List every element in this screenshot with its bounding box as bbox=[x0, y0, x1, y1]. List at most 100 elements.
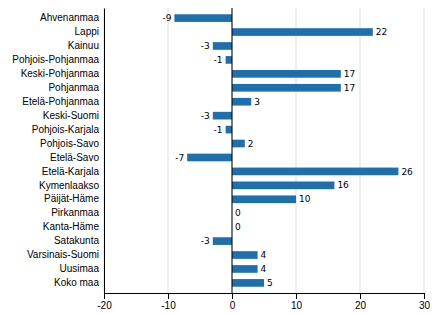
y-tick-label: Kymenlaakso bbox=[39, 180, 99, 191]
data-label: 0 bbox=[235, 208, 241, 218]
y-tick: Päijät-Häme bbox=[44, 193, 99, 204]
y-tick-label: Pirkanmaa bbox=[51, 207, 99, 218]
y-tick-label: Pohjanmaa bbox=[48, 82, 99, 93]
bar bbox=[232, 98, 251, 106]
data-label: -9 bbox=[162, 13, 171, 23]
data-labels: 544-300101626-72-1-331717-1-322-9 bbox=[162, 13, 413, 288]
data-label: -1 bbox=[214, 55, 223, 65]
grid-line bbox=[360, 8, 361, 293]
data-label: -3 bbox=[201, 41, 210, 51]
y-tick: Koko maa bbox=[54, 277, 99, 288]
x-tick-label: -10 bbox=[161, 300, 176, 311]
bar bbox=[213, 237, 232, 245]
bar bbox=[232, 168, 398, 176]
grid bbox=[104, 8, 424, 293]
bar bbox=[232, 140, 245, 148]
y-tick: Kainuu bbox=[68, 40, 99, 51]
data-label: 4 bbox=[261, 264, 267, 274]
y-tick: Pohjois-Savo bbox=[40, 138, 99, 149]
x-axis-line bbox=[105, 294, 425, 300]
grid-line bbox=[104, 8, 105, 293]
y-tick-label: Kanta-Häme bbox=[43, 221, 100, 232]
data-label: -3 bbox=[201, 236, 210, 246]
y-tick-label: Pohjois-Karjala bbox=[32, 124, 100, 135]
y-tick-label: Etelä-Karjala bbox=[42, 166, 100, 177]
y-tick: Keski-Suomi bbox=[43, 110, 99, 121]
x-tick-mark bbox=[360, 293, 361, 299]
y-tick: Pirkanmaa bbox=[51, 207, 99, 218]
y-tick: Ahvenanmaa bbox=[40, 12, 99, 23]
y-tick-label: Keski-Pohjanmaa bbox=[21, 68, 100, 79]
y-tick-label: Kainuu bbox=[68, 40, 99, 51]
y-tick-label: Päijät-Häme bbox=[44, 193, 99, 204]
y-tick: Pohjanmaa bbox=[48, 82, 99, 93]
y-tick: Etelä-Savo bbox=[50, 152, 99, 163]
data-label: 16 bbox=[337, 180, 349, 190]
y-tick: Satakunta bbox=[54, 235, 99, 246]
x-tick-label: 0 bbox=[230, 300, 236, 311]
bar bbox=[213, 112, 232, 120]
x-tick-mark bbox=[232, 293, 233, 299]
y-tick-label: Ahvenanmaa bbox=[40, 12, 99, 23]
x-tick: -10 bbox=[161, 293, 176, 311]
plot-area: 544-300101626-72-1-331717-1-322-9-20-100… bbox=[12, 8, 430, 311]
bar bbox=[232, 70, 341, 78]
y-tick-label: Etelä-Pohjanmaa bbox=[22, 96, 99, 107]
y-axis: Ahvenanmaa Lappi Kainuu Pohjois-Pohjanmaa Ke… bbox=[12, 9, 104, 294]
y-tick: Pohjois-Karjala bbox=[32, 124, 100, 135]
data-label: 22 bbox=[376, 27, 387, 37]
bar bbox=[226, 126, 232, 134]
y-tick-label: Koko maa bbox=[54, 277, 99, 288]
data-label: 5 bbox=[267, 278, 273, 288]
x-tick: 0 bbox=[230, 293, 236, 311]
y-axis-line bbox=[104, 9, 105, 294]
data-label: 10 bbox=[299, 194, 311, 204]
bar bbox=[232, 251, 258, 259]
y-tick-label: Pohjois-Savo bbox=[40, 138, 99, 149]
bar bbox=[174, 14, 232, 22]
y-tick-label: Satakunta bbox=[54, 235, 99, 246]
bar bbox=[232, 265, 258, 273]
x-tick-label: 30 bbox=[419, 300, 431, 311]
data-label: -1 bbox=[214, 125, 223, 135]
x-tick: 10 bbox=[291, 293, 303, 311]
y-tick-label: Etelä-Savo bbox=[50, 152, 99, 163]
y-tick-label: Lappi bbox=[75, 26, 99, 37]
y-tick-label: Pohjois-Pohjanmaa bbox=[12, 54, 99, 65]
grid-line bbox=[232, 8, 233, 293]
y-tick: Varsinais-Suomi bbox=[27, 249, 99, 260]
y-tick: Lappi bbox=[75, 26, 99, 37]
bar bbox=[226, 56, 232, 64]
x-tick: 30 bbox=[419, 293, 431, 311]
x-tick-mark bbox=[168, 293, 169, 299]
data-label: 26 bbox=[401, 167, 413, 177]
bar bbox=[232, 279, 264, 287]
x-tick-mark bbox=[424, 293, 425, 299]
y-tick-label: Uusimaa bbox=[60, 263, 100, 274]
y-tick-label: Varsinais-Suomi bbox=[27, 249, 99, 260]
bar bbox=[232, 182, 334, 190]
data-label: 17 bbox=[344, 69, 355, 79]
y-tick: Etelä-Karjala bbox=[42, 166, 100, 177]
y-tick: Etelä-Pohjanmaa bbox=[22, 96, 99, 107]
x-axis: -20 -10 0 10 20 30 bbox=[97, 293, 430, 311]
x-tick: 20 bbox=[355, 293, 367, 311]
bar bbox=[232, 195, 296, 203]
y-tick: Kanta-Häme bbox=[43, 221, 100, 232]
data-label: -7 bbox=[175, 153, 184, 163]
baseline bbox=[232, 8, 233, 293]
data-label: 0 bbox=[235, 222, 241, 232]
y-tick: Kymenlaakso bbox=[39, 180, 99, 191]
y-tick: Pohjois-Pohjanmaa bbox=[12, 54, 99, 65]
bars bbox=[174, 14, 398, 286]
chart: 544-300101626-72-1-331717-1-322-9-20-100… bbox=[0, 0, 442, 315]
bar bbox=[213, 42, 232, 50]
x-tick-label: -20 bbox=[97, 300, 112, 311]
bar bbox=[232, 84, 341, 92]
x-tick-mark bbox=[296, 293, 297, 299]
grid-line bbox=[424, 8, 425, 293]
y-tick: Uusimaa bbox=[60, 263, 100, 274]
bar bbox=[232, 28, 373, 36]
data-label: 4 bbox=[261, 250, 267, 260]
y-tick-label: Keski-Suomi bbox=[43, 110, 99, 121]
